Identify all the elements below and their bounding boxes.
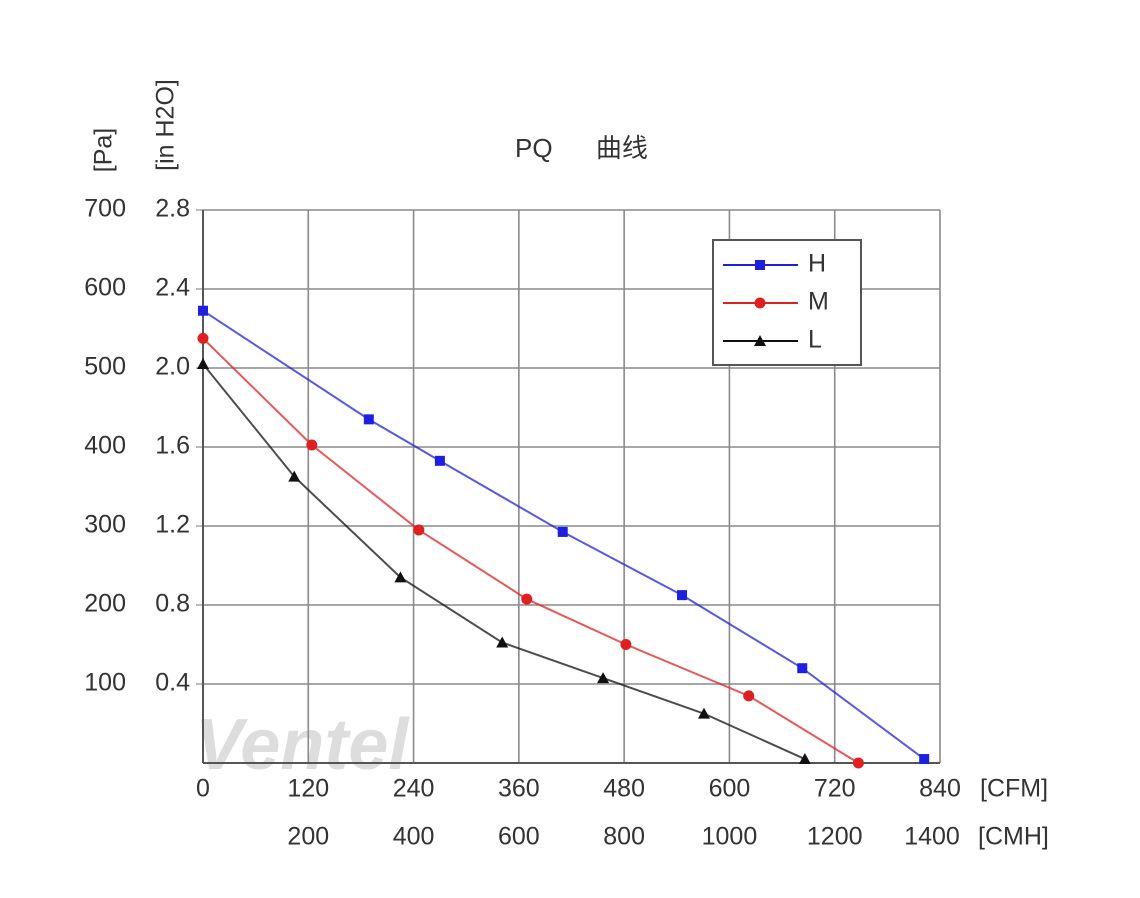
marker bbox=[919, 754, 930, 765]
legend-marker bbox=[755, 260, 765, 270]
legend-marker bbox=[754, 335, 766, 346]
marker bbox=[363, 414, 374, 425]
y2-axis-label: [Pa] bbox=[90, 128, 118, 172]
x-tick-label: 840 bbox=[919, 775, 961, 803]
y2-tick-label: 700 bbox=[84, 195, 126, 223]
marker bbox=[597, 672, 610, 684]
marker bbox=[434, 455, 445, 466]
y2-tick-label: 400 bbox=[84, 432, 126, 460]
x-tick-label: 360 bbox=[498, 775, 540, 803]
x-tick-label: 120 bbox=[287, 775, 329, 803]
marker bbox=[852, 757, 864, 769]
x-axis-label: [CFM] bbox=[980, 775, 1048, 803]
marker bbox=[620, 639, 632, 650]
marker bbox=[198, 305, 208, 316]
marker bbox=[197, 358, 209, 370]
marker bbox=[288, 470, 301, 482]
x2-tick-label: 600 bbox=[498, 823, 540, 851]
marker bbox=[557, 526, 568, 537]
marker bbox=[394, 571, 407, 583]
x2-tick-label: 1200 bbox=[807, 823, 863, 851]
marker bbox=[413, 524, 425, 536]
x-tick-label: 600 bbox=[709, 775, 751, 803]
x-tick-label: 480 bbox=[603, 775, 645, 803]
marker bbox=[521, 593, 533, 605]
chart-title: PQ 曲线 bbox=[515, 133, 648, 163]
y-tick-label: 2.0 bbox=[155, 353, 190, 381]
y-axis-label: [in H2O] bbox=[152, 79, 180, 171]
watermark: Ventel bbox=[195, 705, 410, 785]
marker bbox=[496, 636, 509, 648]
x-tick-label: 720 bbox=[814, 775, 856, 803]
series-line bbox=[202, 337, 859, 764]
legend-label: M bbox=[808, 288, 829, 316]
y-tick-label: 2.8 bbox=[155, 195, 190, 223]
legend-label: L bbox=[808, 326, 822, 354]
legend-marker bbox=[754, 297, 766, 309]
x2-tick-label: 400 bbox=[393, 823, 435, 851]
y2-tick-label: 500 bbox=[84, 353, 126, 381]
x2-axis-label: [CMH] bbox=[978, 823, 1049, 851]
marker bbox=[797, 663, 808, 674]
x2-tick-label: 1000 bbox=[702, 823, 758, 851]
marker bbox=[677, 590, 688, 601]
marker bbox=[697, 707, 710, 719]
y2-tick-label: 300 bbox=[84, 511, 126, 539]
y2-tick-label: 200 bbox=[84, 590, 126, 618]
x-tick-label: 0 bbox=[196, 775, 210, 803]
marker bbox=[306, 439, 318, 451]
x2-tick-label: 200 bbox=[287, 823, 329, 851]
marker bbox=[798, 753, 811, 765]
y-tick-label: 0.4 bbox=[155, 669, 190, 697]
x2-tick-label: 800 bbox=[603, 823, 645, 851]
x-tick-label: 240 bbox=[393, 775, 435, 803]
y-tick-label: 0.8 bbox=[155, 590, 190, 618]
legend-label: H bbox=[808, 250, 826, 278]
x2-tick-label: 1400 bbox=[904, 823, 960, 851]
series-line bbox=[202, 363, 806, 760]
marker bbox=[743, 690, 755, 702]
y-tick-label: 1.2 bbox=[155, 511, 190, 539]
y2-tick-label: 600 bbox=[84, 274, 126, 302]
marker bbox=[197, 332, 209, 344]
y-tick-label: 1.6 bbox=[155, 432, 190, 460]
y2-tick-label: 100 bbox=[84, 669, 126, 697]
y-tick-label: 2.4 bbox=[155, 274, 190, 302]
